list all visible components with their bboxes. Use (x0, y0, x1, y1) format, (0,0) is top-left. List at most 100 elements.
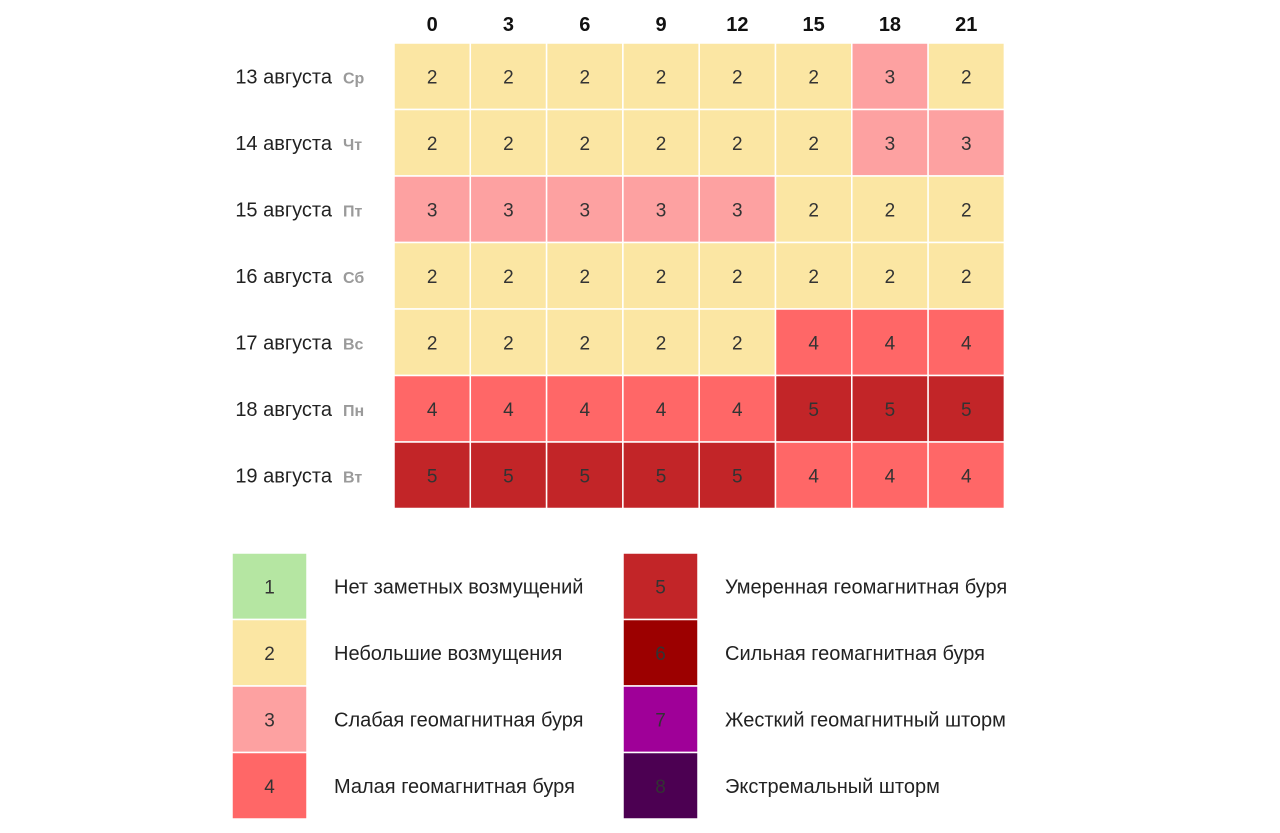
date-axis-labels: 13 августа Ср 14 августа Чт 15 августа Пт 16 а… (235, 66, 364, 487)
heatmap-cell-value: 4 (732, 400, 743, 421)
heatmap-cell-value: 4 (961, 466, 972, 487)
heatmap-cell (393, 175, 472, 244)
heatmap-cell (698, 308, 777, 377)
heatmap-cell-value: 2 (656, 67, 667, 88)
heatmap-cell-value: 3 (656, 200, 667, 221)
heatmap-cell (545, 175, 624, 244)
heatmap-cell-value: 2 (503, 134, 514, 155)
heatmap-cell-value: 3 (503, 200, 514, 221)
legend-swatch-8 (622, 751, 699, 820)
legend-swatch-3 (231, 685, 308, 754)
legend-label-5: Умеренная геомагнитная буря (725, 576, 1007, 598)
heatmap-cell (851, 241, 929, 310)
legend-label-6: Сильная геомагнитная буря (725, 643, 985, 665)
heatmap-cell-value: 2 (656, 333, 667, 354)
hour-axis-labels: 0 3 6 9 12 15 18 21 (427, 14, 978, 36)
heatmap-cell (545, 374, 624, 443)
heatmap-cell-value: 5 (503, 466, 514, 487)
heatmap-cell-value: 3 (961, 134, 972, 155)
heatmap-cell (469, 175, 548, 244)
heatmap-cell-value: 2 (808, 134, 819, 155)
hour-label-18: 18 (879, 14, 901, 36)
heatmap-cell (545, 42, 624, 111)
hour-label-9: 9 (655, 14, 666, 36)
heatmap-cell-value: 5 (732, 466, 743, 487)
weekday-label: Ср (343, 70, 365, 87)
heatmap-cell-value: 4 (885, 333, 896, 354)
weekday-label: Пн (343, 403, 364, 420)
legend-level-4: 4 (264, 777, 275, 798)
legend-level-3: 3 (264, 710, 275, 731)
heatmap-cell-value: 2 (732, 67, 743, 88)
heatmap-cell (698, 374, 777, 443)
heatmap-cell-value: 2 (503, 333, 514, 354)
heatmap-cell (774, 374, 853, 443)
heatmap-cell-value: 4 (427, 400, 438, 421)
heatmap-cell-value: 4 (503, 400, 514, 421)
heatmap-cell-value: 2 (579, 134, 590, 155)
weekday-label: Чт (343, 137, 362, 154)
hour-label-3: 3 (503, 14, 514, 36)
heatmap-cell-value: 3 (427, 200, 438, 221)
legend-swatch-4 (231, 751, 308, 820)
heatmap-cell-value: 4 (579, 400, 590, 421)
heatmap-cell-value: 4 (808, 333, 819, 354)
heatmap-cell-value: 4 (808, 466, 819, 487)
legend: 1 Нет заметных возмущений 2 Небольшие возму… (231, 552, 1007, 820)
heatmap-cell-value: 5 (885, 400, 896, 421)
weekday-label: Сб (343, 270, 364, 287)
heatmap-cell-value: 2 (503, 67, 514, 88)
heatmap-cell (774, 42, 853, 111)
legend-label-2: Небольшие возмущения (334, 643, 562, 665)
heatmap-cell (851, 441, 929, 510)
heatmap-cell-value: 3 (885, 134, 896, 155)
heatmap-cell (698, 175, 777, 244)
heatmap-cell-value: 2 (885, 267, 896, 288)
date-label: 13 августа (235, 66, 333, 88)
legend-label-4: Малая геомагнитная буря (334, 776, 575, 798)
heatmap-cell (545, 241, 624, 310)
heatmap-cell-value: 2 (732, 333, 743, 354)
heatmap-cell (927, 441, 1006, 510)
heatmap-cell-value: 2 (427, 267, 438, 288)
heatmap-cell-value: 2 (503, 267, 514, 288)
weekday-label: Вс (343, 336, 364, 353)
heatmap-cell-value: 2 (808, 200, 819, 221)
heatmap-cell-value: 5 (808, 400, 819, 421)
heatmap-cell (851, 175, 929, 244)
date-label: 17 августа (235, 332, 333, 354)
heatmap-cell (469, 374, 548, 443)
heatmap-cell-value: 2 (579, 67, 590, 88)
legend-swatch-5 (622, 552, 699, 621)
weekday-label: Пт (343, 203, 363, 220)
heatmap-cell (622, 175, 700, 244)
heatmap-cell (851, 374, 929, 443)
date-label: 15 августа (235, 199, 333, 221)
heatmap-cell-value: 2 (808, 267, 819, 288)
heatmap-cell (469, 441, 548, 510)
date-label: 16 августа (235, 266, 333, 288)
legend-level-5: 5 (655, 577, 666, 598)
heatmap-cell (774, 108, 853, 177)
heatmap-cell (851, 308, 929, 377)
heatmap-cell (927, 374, 1006, 443)
hour-label-15: 15 (803, 14, 825, 36)
legend-label-8: Экстремальный шторм (725, 776, 940, 798)
heatmap-cell-value: 5 (579, 466, 590, 487)
date-label: 19 августа (235, 465, 333, 487)
heatmap-cell-value: 2 (427, 67, 438, 88)
heatmap-cell-value: 2 (732, 267, 743, 288)
heatmap-cell-value: 3 (885, 67, 896, 88)
legend-label-7: Жесткий геомагнитный шторм (725, 709, 1006, 731)
heatmap-cell-value: 2 (579, 267, 590, 288)
heatmap-cell (622, 108, 700, 177)
heatmap-cell-value: 2 (656, 267, 667, 288)
legend-label-3: Слабая геомагнитная буря (334, 709, 583, 731)
weekday-label: Вт (343, 469, 362, 486)
heatmap-cell-value: 2 (961, 200, 972, 221)
heatmap-cell-value: 5 (656, 466, 667, 487)
heatmap-cell-value: 4 (656, 400, 667, 421)
heatmap-cell (622, 241, 700, 310)
heatmap-cell-value: 2 (961, 67, 972, 88)
heatmap-cell (927, 175, 1006, 244)
